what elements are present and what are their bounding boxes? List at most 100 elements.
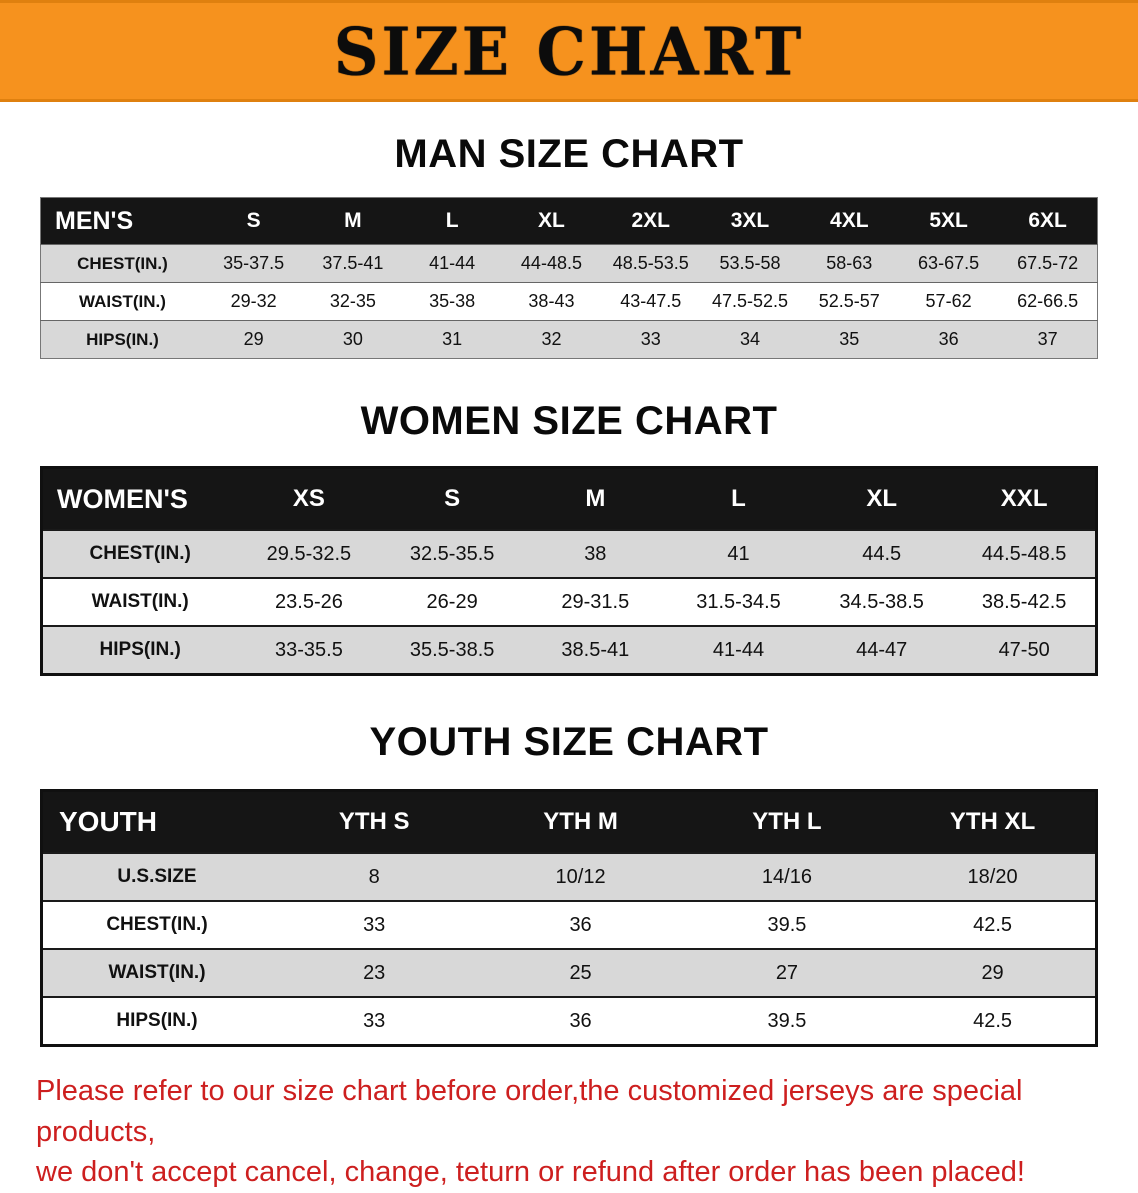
size-charts: MAN SIZE CHART MEN'S S M L XL 2XL 3XL 4XL 5XL 6XL… [0, 132, 1138, 1047]
size-value: 10/12 [477, 852, 684, 901]
row-label: WAIST(IN.) [41, 948, 271, 997]
table-corner-label: MEN'S [40, 197, 204, 245]
row-label: WAIST(IN.) [41, 577, 238, 626]
size-value: 26-29 [380, 577, 524, 626]
size-value: 57-62 [898, 282, 999, 321]
size-column-header: 3XL [700, 197, 800, 245]
table-header-row: WOMEN'S XS S M L XL XXL [41, 467, 1097, 530]
size-value: 39.5 [683, 900, 891, 949]
size-value: 53.5-58 [700, 244, 800, 283]
size-value: 43-47.5 [601, 282, 701, 321]
size-value: 38.5-42.5 [953, 577, 1097, 626]
row-label: HIPS(IN.) [41, 996, 271, 1046]
women-section-heading: WOMEN SIZE CHART [360, 399, 778, 443]
size-value: 67.5-72 [998, 244, 1098, 283]
size-value: 29-32 [203, 282, 304, 321]
men-size-section: MAN SIZE CHART MEN'S S M L XL 2XL 3XL 4XL 5XL 6XL… [0, 132, 1138, 359]
size-value: 29-31.5 [523, 577, 667, 626]
size-value: 32 [501, 320, 602, 359]
size-value: 41 [666, 529, 811, 578]
size-column-header: 4XL [799, 197, 899, 245]
size-column-header: L [666, 467, 811, 530]
size-value: 33 [271, 900, 478, 949]
size-value: 44.5 [810, 529, 954, 578]
table-row: WAIST(IN.) 29-32 32-35 35-38 38-43 43-47.5 47.… [40, 282, 1098, 321]
women-size-section: WOMEN SIZE CHART WOMEN'S XS S M L XL XXL CHEST(… [0, 399, 1138, 676]
size-column-header: 2XL [601, 197, 701, 245]
youth-section-heading: YOUTH SIZE CHART [369, 720, 769, 764]
size-value: 42.5 [890, 900, 1097, 949]
size-value: 39.5 [683, 996, 891, 1046]
size-column-header: 6XL [998, 197, 1098, 245]
banner: SIZE CHART [0, 0, 1138, 102]
size-value: 38 [523, 529, 667, 578]
size-value: 33-35.5 [237, 625, 381, 675]
size-value: 31.5-34.5 [666, 577, 811, 626]
size-value: 23.5-26 [237, 577, 381, 626]
youth-size-table: YOUTH YTH S YTH M YTH L YTH XL U.S.SIZE 8 10/12… [40, 789, 1098, 1047]
size-value: 47.5-52.5 [700, 282, 800, 321]
size-column-header: S [380, 467, 524, 530]
table-row: CHEST(IN.) 33 36 39.5 42.5 [41, 900, 1097, 949]
size-column-header: S [203, 197, 304, 245]
size-value: 27 [683, 948, 891, 997]
men-section-heading: MAN SIZE CHART [394, 132, 744, 176]
size-value: 31 [402, 320, 502, 359]
size-value: 52.5-57 [799, 282, 899, 321]
table-header-row: YOUTH YTH S YTH M YTH L YTH XL [41, 790, 1097, 853]
size-value: 38.5-41 [523, 625, 667, 675]
row-label: U.S.SIZE [41, 852, 271, 901]
size-column-header: XL [810, 467, 954, 530]
size-value: 47-50 [953, 625, 1097, 675]
size-value: 8 [271, 852, 478, 901]
size-value: 63-67.5 [898, 244, 999, 283]
size-value: 34.5-38.5 [810, 577, 954, 626]
size-value: 30 [303, 320, 403, 359]
size-value: 18/20 [890, 852, 1097, 901]
size-value: 32-35 [303, 282, 403, 321]
table-row: CHEST(IN.) 35-37.5 37.5-41 41-44 44-48.5 48.5… [40, 244, 1098, 283]
table-corner-label: YOUTH [41, 790, 271, 853]
size-value: 41-44 [666, 625, 811, 675]
disclaimer-line-2: we don't accept cancel, change, teturn o… [36, 1156, 1025, 1189]
size-column-header: YTH M [477, 790, 684, 853]
row-label: CHEST(IN.) [40, 244, 204, 283]
size-value: 33 [271, 996, 478, 1046]
row-label: WAIST(IN.) [40, 282, 204, 321]
size-value: 35.5-38.5 [380, 625, 524, 675]
table-row: U.S.SIZE 8 10/12 14/16 18/20 [41, 852, 1097, 901]
size-value: 37 [998, 320, 1098, 359]
size-column-header: L [402, 197, 502, 245]
size-column-header: XL [501, 197, 602, 245]
size-column-header: M [303, 197, 403, 245]
size-value: 35 [799, 320, 899, 359]
row-label: CHEST(IN.) [41, 529, 238, 578]
size-column-header: XS [237, 467, 381, 530]
size-value: 36 [477, 900, 684, 949]
table-row: CHEST(IN.) 29.5-32.5 32.5-35.5 38 41 44.5 44.5… [41, 529, 1097, 578]
page-title: SIZE CHART [333, 12, 805, 90]
table-row: WAIST(IN.) 23.5-26 26-29 29-31.5 31.5-34.5 34… [41, 577, 1097, 626]
size-value: 48.5-53.5 [601, 244, 701, 283]
size-value: 35-37.5 [203, 244, 304, 283]
size-value: 29.5-32.5 [237, 529, 381, 578]
size-value: 33 [601, 320, 701, 359]
size-value: 14/16 [683, 852, 891, 901]
youth-size-section: YOUTH SIZE CHART YOUTH YTH S YTH M YTH L YTH… [0, 720, 1138, 1047]
size-value: 34 [700, 320, 800, 359]
table-row: WAIST(IN.) 23 25 27 29 [41, 948, 1097, 997]
women-size-table: WOMEN'S XS S M L XL XXL CHEST(IN.) 29.5-32.5 32.5… [40, 466, 1098, 676]
size-value: 44-47 [810, 625, 954, 675]
size-value: 44-48.5 [501, 244, 602, 283]
size-column-header: 5XL [898, 197, 999, 245]
size-value: 38-43 [501, 282, 602, 321]
size-value: 37.5-41 [303, 244, 403, 283]
table-row: HIPS(IN.) 33-35.5 35.5-38.5 38.5-41 41-44 44-… [41, 625, 1097, 675]
size-value: 36 [898, 320, 999, 359]
table-corner-label: WOMEN'S [41, 467, 238, 530]
size-value: 44.5-48.5 [953, 529, 1097, 578]
size-value: 29 [890, 948, 1097, 997]
size-value: 32.5-35.5 [380, 529, 524, 578]
row-label: HIPS(IN.) [41, 625, 238, 675]
